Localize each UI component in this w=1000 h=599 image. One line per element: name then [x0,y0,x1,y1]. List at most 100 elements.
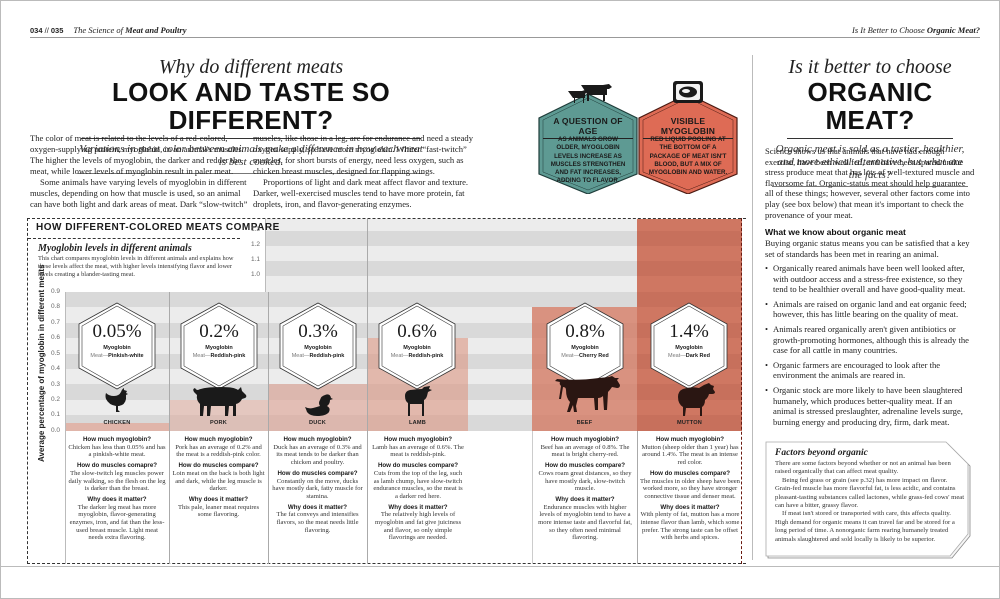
left-body-col-1: The color of meat is related to the leve… [30,133,248,210]
answer-text: Pork has an average of 0.2% and the meat… [175,443,262,459]
right-deck: Organic meat is sold as a tastier, healt… [775,143,965,181]
chart-band [265,261,637,276]
right-deck-rule [772,186,968,187]
hexagon-shape [78,302,156,390]
column-divider [169,292,170,564]
callout-visible-myoglobin: VISIBLE MYOGLOBIN Red liquid pooling at … [637,80,739,194]
y-tick: 0.4 [50,365,60,372]
y-tick: 1.3 [250,226,260,233]
organic-facts-list: • Organically reared animals have been we… [765,263,977,431]
bar-stripe [637,231,742,246]
right-sub-intro: Buying organic status means you can be s… [765,238,970,259]
myoglobin-label: Myoglobin [675,345,703,351]
page-numbers: 034 // 035 [30,26,64,35]
y-tick: 1.0 [250,271,260,278]
pig-icon [193,387,247,416]
answer-text: This pale, leaner meat requires some fla… [177,503,260,519]
hexagon-shape [378,302,456,390]
myoglobin-label: Myoglobin [304,345,332,351]
question-heading: How do muscles comapre? [76,462,158,470]
y-tick: 0.6 [50,334,60,341]
myoglobin-percent: 0.05% [92,321,142,342]
chart-frame-right [741,218,742,564]
bullet-icon: • [765,359,769,370]
column-divider [265,219,266,292]
section-title-bold: Meat and Poultry [125,25,187,35]
answer-text: The muscles in older sheep have been wor… [640,477,740,500]
question-heading: How much myoglobin? [655,436,725,443]
answer-text: Lamb has an average of 0.6%. The meat is… [372,443,464,459]
callout-text: As animals grow older, myoglobin levels … [550,136,626,185]
question-heading: How much myoglobin? [383,436,453,443]
left-kicker: Why do different meats [158,56,344,78]
bar-chicken [65,423,169,431]
answer-text: The darker leg meat has more myoglobin, … [69,503,165,542]
animal-label-pork: PORK [210,420,227,426]
right-header-title: Is It Better to Choose [852,25,927,35]
column-text-lamb: How much myoglobin? Lamb has an average … [372,436,464,542]
header-rule-right [752,37,980,38]
y-tick: 0.9 [50,288,60,295]
question-heading: How do muscles compare? [544,462,626,470]
answer-text: Cows roam great distances, so they have … [538,469,632,493]
answer-text: With plenty of fat, mutton has a more in… [640,511,740,542]
right-kicker: Is it better to choose [788,56,952,78]
hexagon-shape [538,93,638,194]
callout-question-of-age: A QUESTION OF AGE As animals grow older,… [537,80,639,194]
factors-paragraph: If meat isn't stored or transported with… [775,510,955,543]
left-deck-rule [78,173,424,174]
answer-text: Chicken has less than 0.05% and has a pi… [68,443,166,459]
myoglobin-percent: 1.4% [669,321,709,342]
hex-card-duck: 0.3% Myoglobin Meat—Reddish-pink [279,302,357,390]
list-item: • Organically reared animals have been we… [765,263,966,295]
column-divider-right [752,55,753,560]
answer-text: The relatively high levels of myoglobin … [374,511,462,542]
y-tick: 0.3 [50,381,60,388]
question-heading: Why does it matter? [660,503,720,511]
meat-color-label: Meat—Cherry Red [561,353,609,359]
body-paragraph: muscles, like those in a leg, are for en… [253,133,474,176]
column-text-beef: How much myoglobin? Beef has an average … [537,436,633,542]
chart-title-rule [28,238,240,239]
bar-stripe [637,292,742,308]
myoglobin-label: Myoglobin [403,345,431,351]
hexagon-shape [279,302,357,390]
cow-and-calf-icon [568,84,612,103]
myoglobin-label: Myoglobin [571,345,599,351]
running-header-left: 034 // 035 The Science of Meat and Poultr… [30,24,187,36]
answer-text: Endurance muscles with higher levels of … [538,503,632,542]
chart-band [65,292,637,308]
question-heading: Why does it matter? [87,495,147,503]
animal-label-chicken: CHICKEN [103,420,131,426]
question-heading: How much myoglobin? [283,436,352,443]
question-heading: How do muscles compare? [649,469,731,477]
meat-color-label: Meat—Pinkish-white [90,353,144,359]
body-paragraph: Proportions of light and dark meat affec… [253,177,469,209]
running-header-right: Is It Better to Choose Organic Meat? [852,24,980,36]
hex-card-beef: 0.8% Myoglobin Meat—Cherry Red [546,302,624,390]
chart-subtitle: Myoglobin levels in different animals [38,243,192,254]
hex-card-lamb: 0.6% Myoglobin Meat—Reddish-pink [378,302,456,390]
question-heading: Why does it matter? [188,495,249,503]
chart-title: HOW DIFFERENT-COLORED MEATS COMPARE [36,222,280,233]
list-item: • Animals are raised on organic land and … [765,298,967,320]
duck-icon [305,394,333,416]
answer-text: Duck has an average of 0.3% and its meat… [273,443,362,467]
callout-title: VISIBLE MYOGLOBIN [643,116,733,139]
meat-color-label: Meat—Reddish-pink [390,353,444,359]
answer-text: Beef has an average of 0.8%. The meat is… [540,443,630,459]
y-tick: 0.7 [50,319,60,326]
right-subhead: What we know about organic meat [765,227,906,237]
chart-band [265,246,637,261]
list-item: • Organic farmers are encouraged to look … [765,359,941,381]
chart-band [265,219,637,231]
column-text-pork: How much myoglobin? Pork has an average … [171,436,266,519]
column-divider [532,431,533,564]
y-tick: 1.2 [250,241,260,248]
question-heading: Why does it matter? [555,495,615,503]
hex-card-chicken: 0.05% Myoglobin Meat—Pinkish-white [78,302,156,390]
meat-color-label: Meat—Reddish-pink [192,353,246,359]
left-deck: Variations in meat color between animals… [79,143,423,168]
right-headline: ORGANIC MEAT? [807,77,933,135]
bullet-icon: • [765,298,769,309]
